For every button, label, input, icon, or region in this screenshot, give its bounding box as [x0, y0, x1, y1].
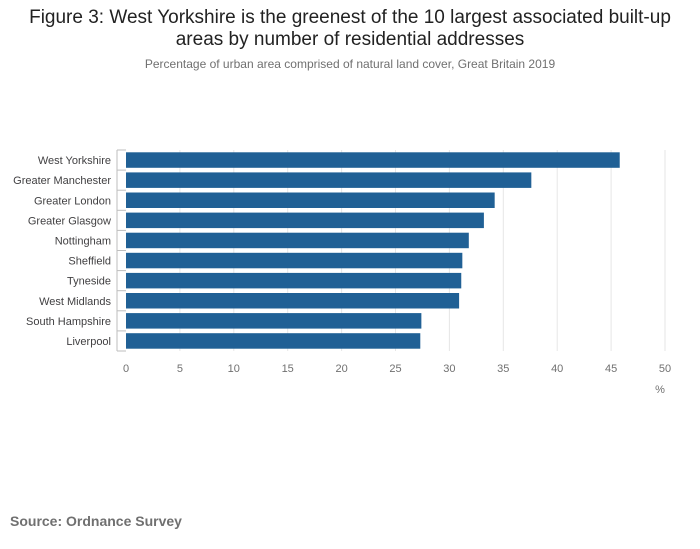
source-note: Source: Ordnance Survey — [10, 513, 182, 529]
category-label: Greater Glasgow — [28, 215, 111, 227]
bar — [126, 272, 462, 289]
x-tick-label: 5 — [177, 363, 183, 375]
x-tick-label: 0 — [123, 363, 129, 375]
category-label: Tyneside — [67, 276, 111, 288]
x-tick-label: 20 — [335, 363, 347, 375]
bar — [126, 313, 422, 329]
category-label: Greater Manchester — [13, 175, 111, 187]
x-tick-label: 50 — [659, 363, 671, 375]
x-tick-label: 10 — [228, 363, 240, 375]
category-label: West Yorkshire — [38, 155, 111, 167]
category-label: Greater London — [34, 195, 111, 207]
x-tick-label: 40 — [551, 363, 563, 375]
x-tick-label: 30 — [443, 363, 455, 375]
x-tick-label: 25 — [389, 363, 401, 375]
bar — [126, 212, 484, 229]
bar — [126, 152, 620, 168]
chart-title: Figure 3: West Yorkshire is the greenest… — [29, 7, 671, 50]
bar — [126, 252, 463, 269]
x-tick-label: 45 — [605, 363, 617, 375]
bar — [126, 172, 532, 188]
category-label: Sheffield — [68, 256, 111, 268]
bar — [126, 192, 495, 208]
category-label: Nottingham — [55, 235, 111, 247]
x-tick-label: 15 — [282, 363, 294, 375]
bar — [126, 333, 421, 349]
x-axis-label: % — [655, 384, 665, 396]
bar — [126, 232, 469, 249]
bar — [126, 293, 460, 309]
category-label: Liverpool — [66, 336, 111, 348]
category-label: West Midlands — [39, 296, 111, 308]
x-tick-label: 35 — [497, 363, 509, 375]
chart-subtitle: Percentage of urban area comprised of na… — [144, 57, 556, 71]
category-label: South Hampshire — [26, 316, 111, 328]
